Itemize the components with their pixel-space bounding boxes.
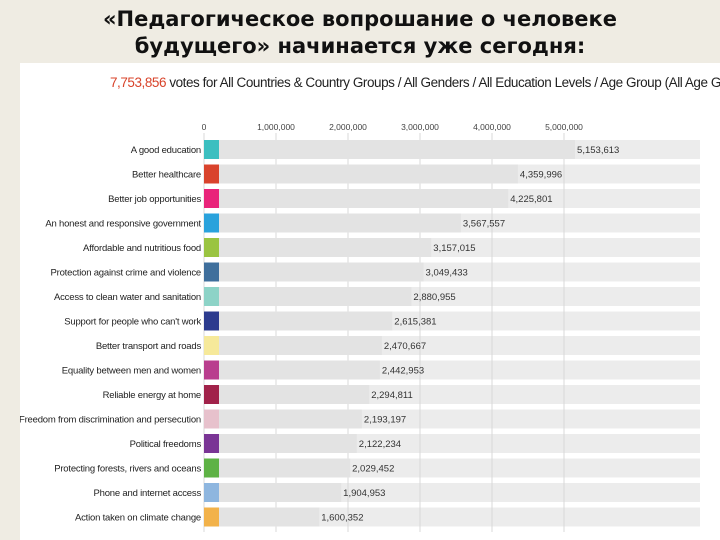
value-label: 2,442,953 [382,366,424,377]
value-label: 2,470,667 [384,341,426,352]
bar [204,140,576,159]
bar [204,311,393,331]
x-tick-label: 5,000,000 [545,122,583,132]
value-label: 2,122,234 [359,439,401,450]
bar-color-swatch [204,262,219,282]
bar-color-swatch [204,483,219,502]
bar [204,189,509,208]
value-label: 2,193,197 [364,415,406,426]
category-label: Better job opportunities [108,194,201,205]
value-label: 1,600,352 [321,513,363,524]
x-tick-label: 0 [202,122,207,132]
bar [204,360,380,380]
x-tick-label: 4,000,000 [473,122,511,132]
chart-header: 7,753,856 votes for All Countries & Coun… [110,75,720,90]
category-label: Better transport and roads [96,341,202,352]
value-label: 2,880,955 [413,292,455,303]
bar [204,238,432,257]
chart-panel: 7,753,856 votes for All Countries & Coun… [20,63,720,540]
slide-title-line-1: «Педагогическое вопрошание о человеке [102,7,618,31]
bar [204,336,382,355]
bar [204,409,362,429]
value-label: 2,029,452 [352,464,394,475]
bar-color-swatch [204,434,219,453]
bar-color-swatch [204,287,219,306]
value-label: 4,225,801 [510,194,552,205]
bar [204,213,461,233]
x-tick-label: 1,000,000 [257,122,295,132]
value-label: 3,157,015 [433,243,475,254]
value-label: 4,359,996 [520,170,562,181]
bar-color-swatch [204,385,219,404]
bar-color-swatch [204,336,219,355]
votes-description: votes for All Countries & Country Groups… [166,75,720,90]
bar-track [204,507,700,527]
bar [204,483,342,502]
category-label: An honest and responsive government [45,219,201,230]
bar [204,507,320,527]
bar-color-swatch [204,311,219,331]
slide-title-line-2: будущего» начинается уже сегодня: [134,34,586,58]
value-label: 3,049,433 [426,268,468,279]
category-label: A good education [131,145,201,156]
bar-color-swatch [204,164,219,184]
bar-color-swatch [204,507,219,527]
category-label: Affordable and nutritious food [83,243,201,254]
value-label: 3,567,557 [463,219,505,230]
bar-color-swatch [204,238,219,257]
bar [204,458,351,478]
category-label: Better healthcare [132,170,201,181]
category-label: Access to clean water and sanitation [54,292,201,303]
category-label: Political freedoms [130,439,202,450]
bar-color-swatch [204,360,219,380]
bar [204,262,424,282]
bar-color-swatch [204,409,219,429]
bar-chart: 0 1,000,000 2,000,000 3,000,000 4,000,000 5,0… [20,122,700,532]
bar-color-swatch [204,458,219,478]
slide-title: «Педагогическое вопрошание о человеке бу… [0,6,720,60]
bar [204,385,370,404]
category-label: Action taken on climate change [75,513,201,524]
value-label: 2,294,811 [371,390,413,401]
value-label: 5,153,613 [577,145,619,156]
bar-color-swatch [204,189,219,208]
category-label: Freedom from discrimination and persecut… [20,415,201,426]
bar [204,287,412,306]
value-label: 1,904,953 [343,488,385,499]
category-label: Protecting forests, rivers and oceans [54,464,201,475]
category-label: Reliable energy at home [103,390,201,401]
bar-color-swatch [204,213,219,233]
total-votes-count: 7,753,856 [110,75,167,90]
x-tick-label: 3,000,000 [401,122,439,132]
category-label: Equality between men and women [62,366,201,377]
bar [204,434,357,453]
value-label: 2,615,381 [394,317,436,328]
category-label: Support for people who can't work [64,317,201,328]
bar-color-swatch [204,140,219,159]
category-label: Protection against crime and violence [51,268,202,279]
bar [204,164,518,184]
x-tick-label: 2,000,000 [329,122,367,132]
category-label: Phone and internet access [94,488,202,499]
